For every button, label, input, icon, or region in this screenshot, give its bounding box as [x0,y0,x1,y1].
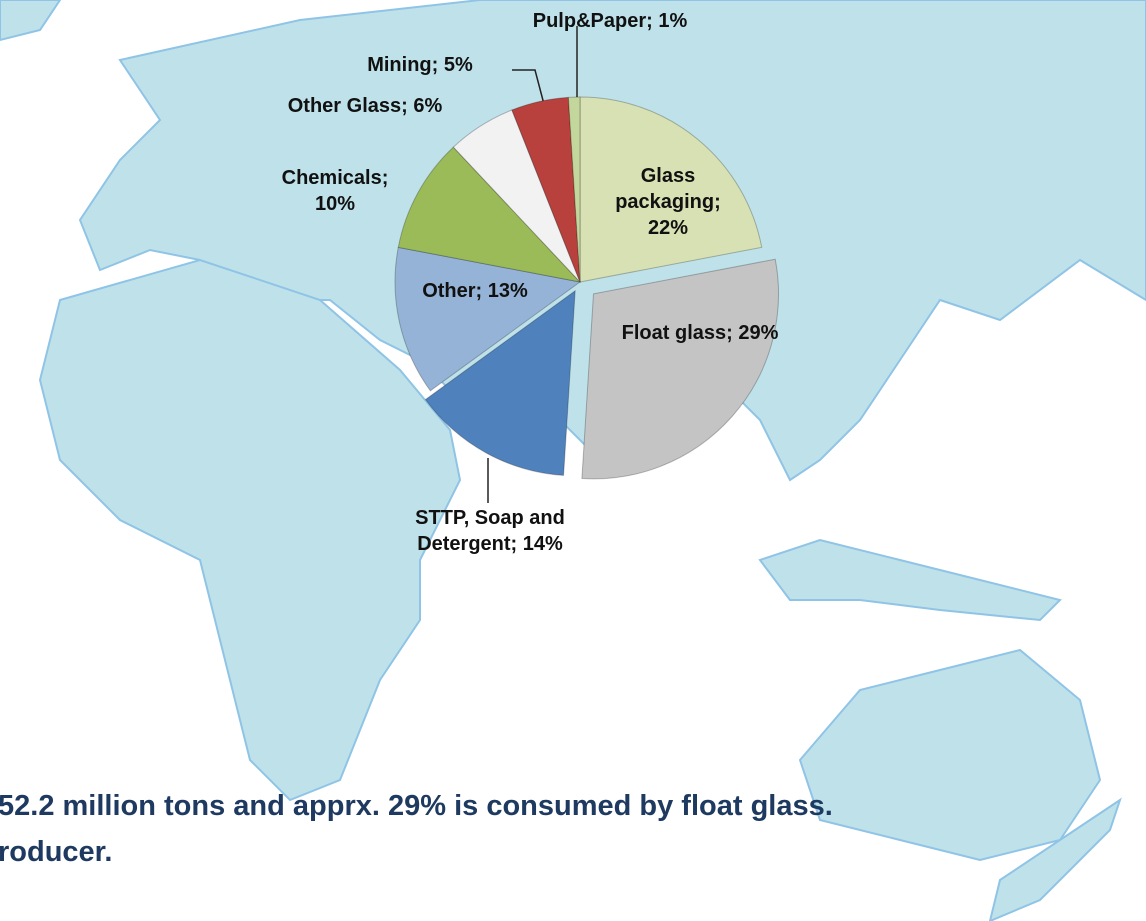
data-label: Other; 13% [422,280,528,302]
annotation: 52.2 million tons and apprx. 29% is cons… [0,790,833,822]
pie-slice [511,96,581,283]
annotation: roducer. [0,836,113,868]
pie-slice [567,96,581,283]
pie-slice [579,96,763,283]
pie-slice [452,109,581,283]
data-label: Other Glass; 6% [287,95,443,117]
data-label: Glass packaging; 22% [615,165,721,239]
data-label: Chemicals; 10% [281,167,389,215]
pie-slice [394,246,582,392]
data-label: Pulp&Paper; 1% [532,10,688,32]
pie-slice [397,146,582,283]
pie-slice [424,289,576,476]
data-label: STTP, Soap and Detergent; 14% [415,507,565,555]
pie [394,96,779,480]
pie-slice [581,258,779,480]
data-label: Mining; 5% [367,54,473,76]
data-label: Float glass; 29% [621,322,779,344]
leader-lines [487,26,578,503]
